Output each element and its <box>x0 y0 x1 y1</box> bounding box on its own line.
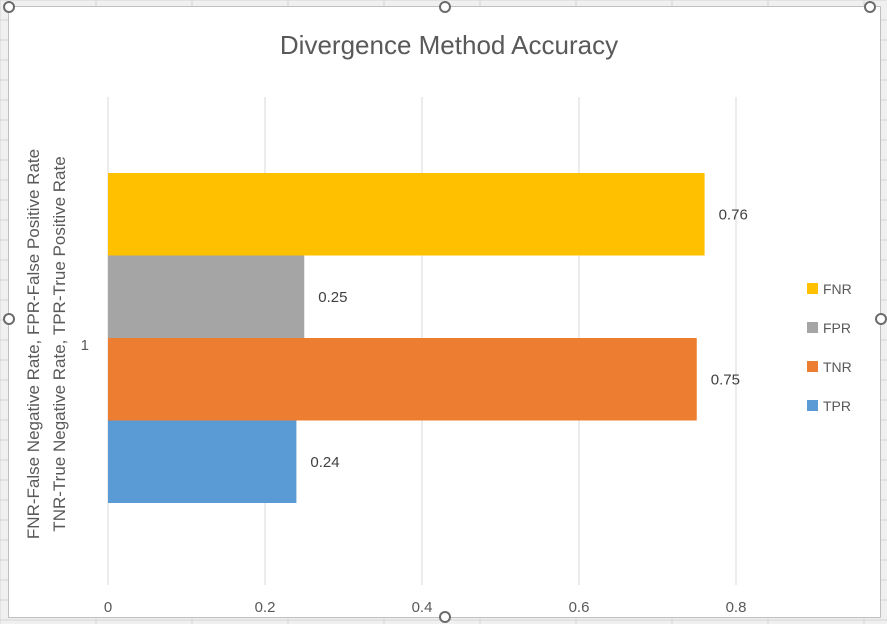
resize-handle-bottom-middle[interactable] <box>439 611 451 623</box>
legend-swatch-tnr <box>807 361 818 372</box>
legend-label-tpr: TPR <box>823 398 851 414</box>
legend-label-fpr: FPR <box>823 320 851 336</box>
y-category-label: 1 <box>81 337 89 354</box>
bar-tpr[interactable] <box>108 420 297 504</box>
legend[interactable]: FNR FPR TNR TPR <box>807 281 852 414</box>
data-label-fnr: 0.76 <box>719 206 748 223</box>
chart-area[interactable]: Divergence Method Accuracy FNR-False Neg… <box>3 1 887 623</box>
data-label-tnr: 0.75 <box>711 371 740 388</box>
bar-tnr[interactable] <box>108 338 697 421</box>
legend-swatch-tpr <box>807 400 818 411</box>
resize-handle-top-left[interactable] <box>3 1 15 13</box>
bars <box>108 173 705 503</box>
x-tick-label: 0.6 <box>569 599 590 616</box>
resize-handle-middle-left[interactable] <box>3 313 15 325</box>
y-axis-label-line-2: TNR-True Negative Rate, TPR-True Positiv… <box>50 156 69 531</box>
y-axis-label[interactable]: FNR-False Negative Rate, FPR-False Posit… <box>24 149 69 539</box>
bar-fnr[interactable] <box>108 173 705 256</box>
legend-swatch-fpr <box>807 322 818 333</box>
bar-fpr[interactable] <box>108 255 305 339</box>
x-axis-tick-labels: 0 0.2 0.4 0.6 0.8 <box>104 599 747 616</box>
x-tick-label: 0.2 <box>255 599 276 616</box>
resize-handle-middle-right[interactable] <box>875 313 887 325</box>
legend-label-tnr: TNR <box>823 359 852 375</box>
x-tick-label: 0 <box>104 599 112 616</box>
x-tick-label: 0.8 <box>726 599 747 616</box>
data-label-fpr: 0.25 <box>318 289 347 306</box>
data-label-tpr: 0.24 <box>310 454 339 471</box>
resize-handle-top-right[interactable] <box>864 1 876 13</box>
bar-chart: Divergence Method Accuracy FNR-False Neg… <box>24 30 852 616</box>
y-axis-label-line-1: FNR-False Negative Rate, FPR-False Posit… <box>24 149 43 539</box>
x-tick-label: 0.4 <box>412 599 433 616</box>
legend-swatch-fnr <box>807 283 818 294</box>
data-labels: 0.76 0.25 0.75 0.24 <box>310 206 747 471</box>
chart-title[interactable]: Divergence Method Accuracy <box>280 30 618 60</box>
resize-handle-top-middle[interactable] <box>439 1 451 13</box>
legend-label-fnr: FNR <box>823 281 852 297</box>
